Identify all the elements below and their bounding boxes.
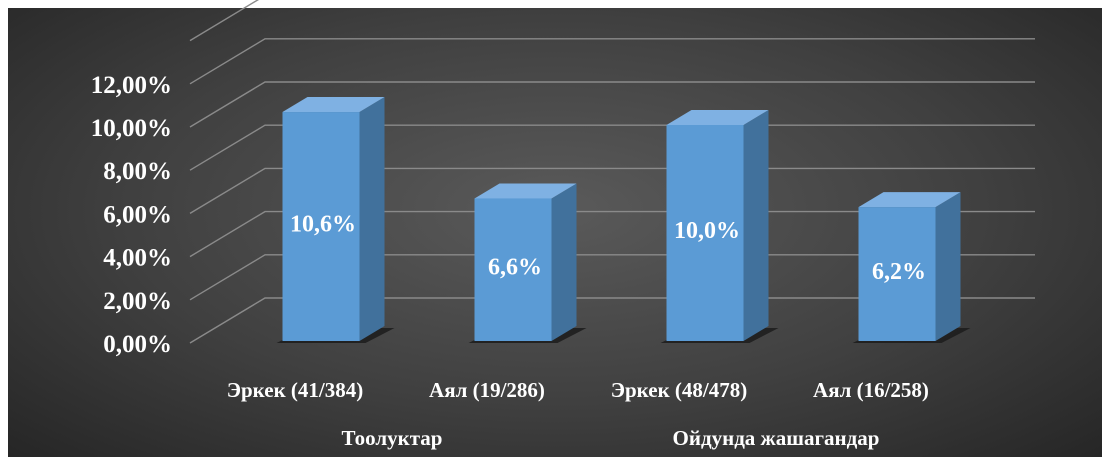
gridline	[189, 167, 1035, 215]
bar-side	[359, 97, 385, 341]
gridline	[189, 210, 1035, 258]
bar	[276, 97, 395, 343]
bar-top	[282, 97, 385, 113]
x-group-label: Ойдунда жашагандар	[673, 426, 880, 450]
data-labels: 10,6% 6,6% 10,0% 6,2%	[290, 212, 926, 286]
data-label: 10,0%	[674, 218, 740, 244]
bar-front	[858, 207, 936, 341]
data-label: 10,6%	[290, 212, 356, 238]
x-category-label: Эркек (41/384)	[227, 378, 364, 402]
bars	[276, 97, 971, 343]
gridline	[189, 254, 1035, 301]
gridlines	[189, 0, 1035, 344]
y-tick-label: 4,00%	[103, 245, 172, 272]
bar	[660, 110, 779, 343]
bar-front	[282, 112, 360, 341]
bar-top	[858, 192, 961, 208]
bar-top	[474, 183, 577, 199]
x-category-label: Эркек (48/478)	[611, 378, 748, 402]
bar-front	[474, 198, 552, 341]
gridline	[189, 81, 1035, 128]
x-category-label: Аял (16/258)	[813, 378, 929, 402]
y-tick-label: 6,00%	[103, 201, 172, 228]
y-tick-label: 10,00%	[91, 115, 172, 142]
gridline	[189, 124, 1035, 171]
bar-side	[935, 192, 961, 341]
x-axis-group-labels: Тоолуктар Ойдунда жашагандар	[342, 426, 880, 450]
bar-front	[666, 125, 744, 341]
gridline	[189, 38, 1035, 85]
y-tick-label: 2,00%	[103, 288, 172, 315]
data-label: 6,6%	[488, 255, 542, 281]
x-group-label: Тоолуктар	[342, 426, 443, 450]
bar-top	[666, 110, 769, 125]
bar	[468, 183, 587, 343]
x-axis-category-labels: Эркек (41/384) Аял (19/286) Эркек (48/478)…	[227, 378, 929, 402]
y-tick-label: 12,00%	[91, 72, 172, 99]
x-category-label: Аял (19/286)	[429, 378, 545, 402]
y-tick-label: 8,00%	[103, 158, 172, 185]
bar	[852, 192, 971, 343]
bar-side	[551, 183, 577, 341]
bar-side	[743, 110, 769, 341]
data-label: 6,2%	[872, 259, 926, 285]
gridline	[189, 0, 260, 42]
gridline	[189, 297, 1035, 344]
y-axis-tick-labels: 0,00% 2,00% 4,00% 6,00% 8,00% 10,00% 12,00%	[91, 72, 172, 358]
y-tick-label: 0,00%	[103, 331, 172, 358]
